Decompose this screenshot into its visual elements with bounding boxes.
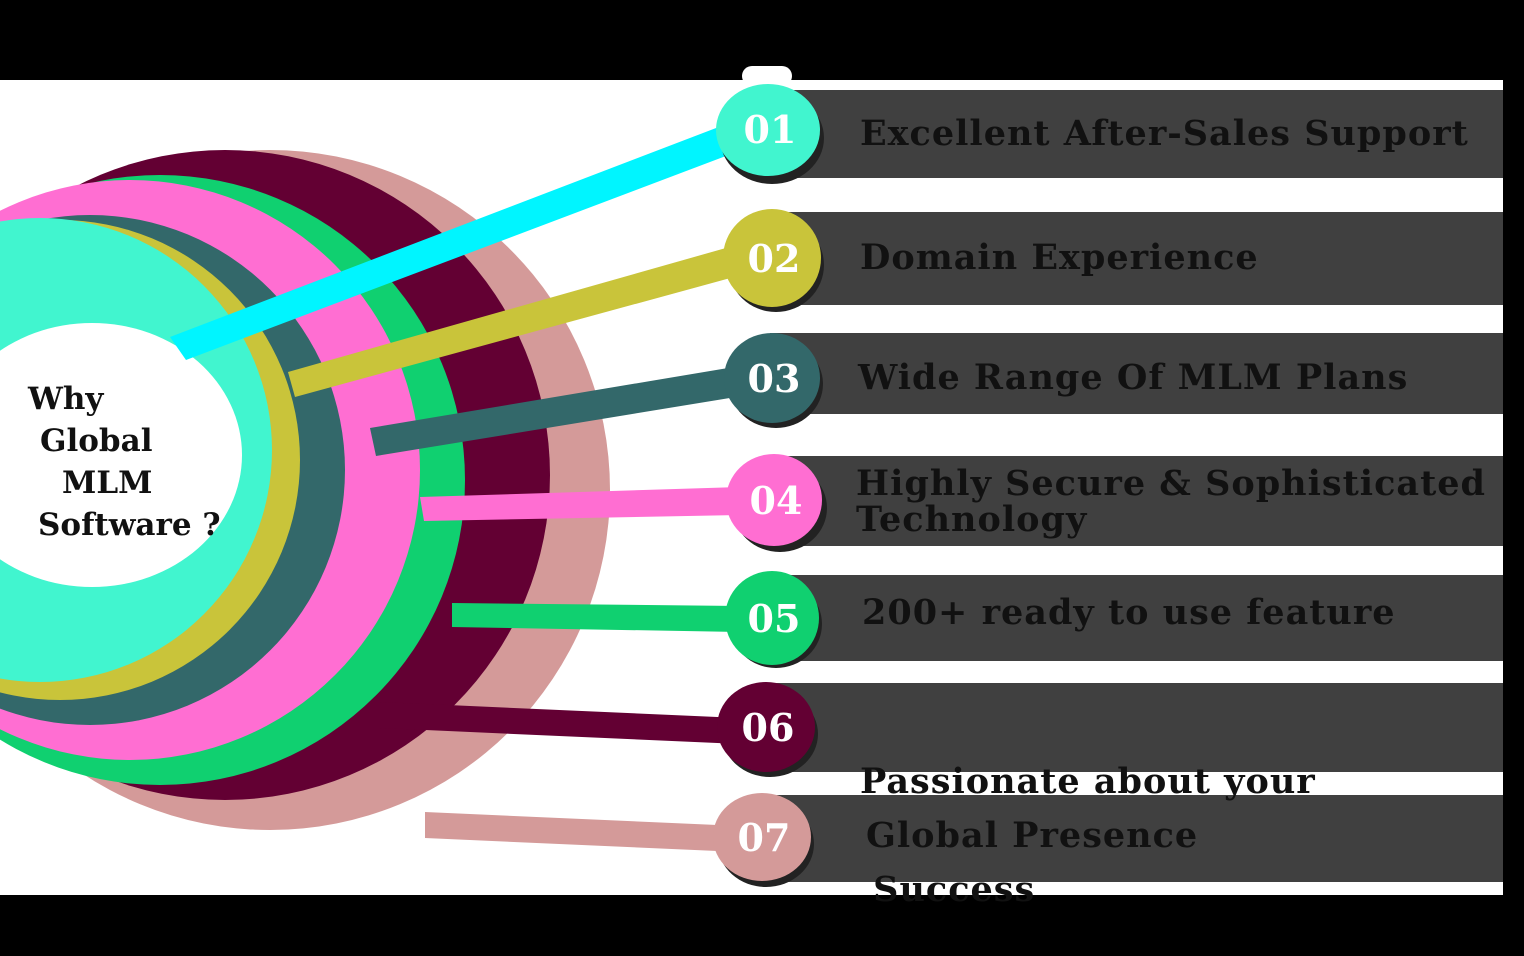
item-label-line: Highly Secure & Sophisticated [856,463,1486,504]
connector-01 [170,120,747,360]
connector-02 [288,244,745,397]
band-03 [770,333,1503,414]
item-label-01: Excellent After-Sales Support [860,116,1469,152]
connector-07 [425,812,740,852]
badge-07 [713,793,811,881]
item-label-07: Global Presence [866,818,1198,854]
item-number-06: 06 [741,705,795,750]
connector-05 [452,603,740,632]
badge-02 [723,209,821,307]
connector-06 [380,702,740,744]
item-number-04: 04 [749,478,803,523]
connectors [170,120,747,852]
item-label-04: Highly Secure & Sophisticated Technology [856,466,1486,538]
connector-03 [370,366,742,456]
top-white-bump [742,66,792,86]
center-title-line: Global [40,423,153,459]
item-label-06: Passionate about your Success [860,692,1316,944]
item-label-line: Global Presence [866,815,1199,856]
item-number-07: 07 [737,815,791,860]
connector-04 [420,487,740,521]
item-label-02: Domain Experience [860,240,1259,276]
item-bands [770,90,1503,882]
band-02 [770,212,1503,305]
center-title-line: MLM [62,465,153,501]
item-label-line: Passionate about your [860,761,1316,802]
band-06 [770,683,1503,772]
item-number-03: 03 [747,356,801,401]
item-label-03: Wide Range Of MLM Plans [858,360,1408,396]
band-01 [770,90,1503,178]
band-07 [770,795,1503,882]
badge-05 [725,571,819,665]
center-title: Why Global MLM Software ? [20,378,230,546]
concentric-rings [0,150,610,830]
center-disc [0,323,242,587]
band-05 [770,575,1503,661]
item-number-05: 05 [747,596,801,641]
item-label-line: Domain Experience [860,237,1259,278]
badge-04 [726,454,822,546]
badge-01 [716,84,820,176]
item-number-02: 02 [747,236,801,281]
band-04 [770,456,1503,546]
item-label-line: Technology [856,499,1088,540]
item-label-line: Wide Range Of MLM Plans [858,357,1409,398]
badge-06 [717,682,815,772]
item-label-05: 200+ ready to use feature [862,595,1396,631]
number-badges [713,84,827,887]
item-label-line: Success [860,869,1036,910]
badge-03 [724,333,820,423]
item-label-line: Excellent After-Sales Support [860,113,1469,154]
center-title-line: Software ? [38,507,221,543]
item-label-line: 200+ ready to use feature [862,592,1396,633]
item-number-01: 01 [743,107,797,152]
center-title-line: Why [28,381,104,417]
